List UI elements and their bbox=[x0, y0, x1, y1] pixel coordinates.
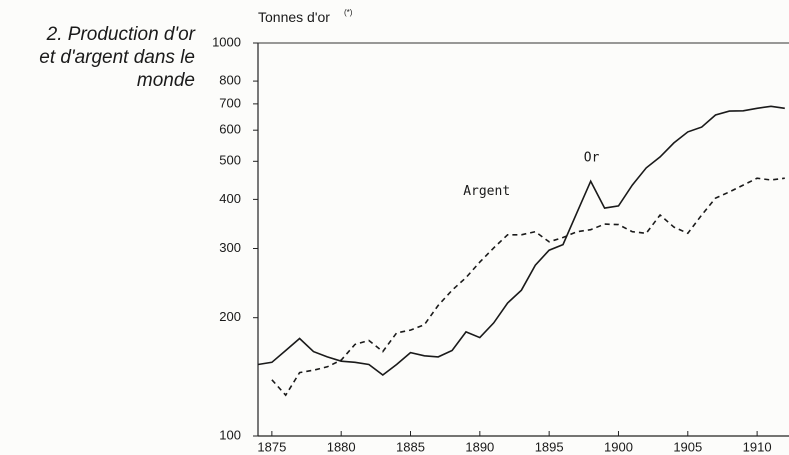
x-tick-label: 1875 bbox=[257, 439, 286, 454]
chart-title: 2. Production d'or bbox=[46, 24, 196, 45]
series-line bbox=[257, 105, 785, 377]
series-line bbox=[271, 177, 785, 397]
y-tick-label: 100 bbox=[219, 427, 241, 442]
y-tick-label: 800 bbox=[219, 73, 241, 88]
y-tick-label: 600 bbox=[219, 122, 241, 137]
y-tick-label: 300 bbox=[219, 240, 241, 255]
y-axis-label-note: (*) bbox=[344, 8, 353, 17]
x-tick-label: 1885 bbox=[396, 439, 425, 454]
y-tick-label: 1000 bbox=[212, 34, 241, 49]
y-tick-label: 700 bbox=[219, 95, 241, 110]
x-tick-label: 1910 bbox=[743, 439, 772, 454]
x-tick-label: 1880 bbox=[327, 439, 356, 454]
annotation: Argent bbox=[463, 184, 510, 199]
y-tick-label: 400 bbox=[219, 191, 241, 206]
x-tick-label: 1895 bbox=[535, 439, 564, 454]
x-tick-label: 1905 bbox=[673, 439, 702, 454]
chart-title: et d'argent dans le bbox=[39, 47, 195, 68]
annotation: Or bbox=[584, 150, 600, 165]
y-axis-label: Tonnes d'or bbox=[258, 9, 330, 25]
y-tick-label: 200 bbox=[219, 309, 241, 324]
x-tick-label: 1900 bbox=[604, 439, 633, 454]
y-tick-label: 500 bbox=[219, 153, 241, 168]
x-tick-label: 1890 bbox=[465, 439, 494, 454]
chart-title: monde bbox=[137, 70, 195, 91]
